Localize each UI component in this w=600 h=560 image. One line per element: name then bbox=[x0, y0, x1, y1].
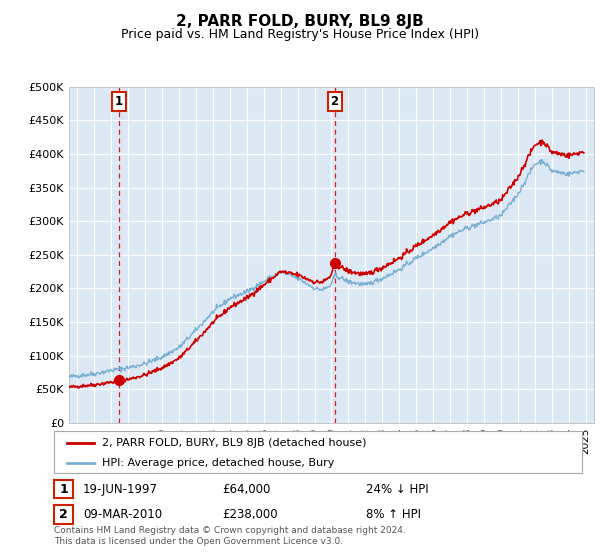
Text: 2, PARR FOLD, BURY, BL9 8JB: 2, PARR FOLD, BURY, BL9 8JB bbox=[176, 14, 424, 29]
Text: HPI: Average price, detached house, Bury: HPI: Average price, detached house, Bury bbox=[101, 458, 334, 468]
Text: £238,000: £238,000 bbox=[222, 508, 278, 521]
Text: 1: 1 bbox=[59, 483, 68, 496]
Text: 2: 2 bbox=[331, 95, 338, 108]
Text: 09-MAR-2010: 09-MAR-2010 bbox=[83, 508, 162, 521]
Text: 2: 2 bbox=[59, 508, 68, 521]
Text: 24% ↓ HPI: 24% ↓ HPI bbox=[366, 483, 428, 496]
Text: Contains HM Land Registry data © Crown copyright and database right 2024.
This d: Contains HM Land Registry data © Crown c… bbox=[54, 526, 406, 546]
Text: Price paid vs. HM Land Registry's House Price Index (HPI): Price paid vs. HM Land Registry's House … bbox=[121, 28, 479, 41]
Text: £64,000: £64,000 bbox=[222, 483, 271, 496]
Text: 2, PARR FOLD, BURY, BL9 8JB (detached house): 2, PARR FOLD, BURY, BL9 8JB (detached ho… bbox=[101, 438, 366, 448]
Text: 8% ↑ HPI: 8% ↑ HPI bbox=[366, 508, 421, 521]
Text: 19-JUN-1997: 19-JUN-1997 bbox=[83, 483, 158, 496]
Text: 1: 1 bbox=[115, 95, 123, 108]
